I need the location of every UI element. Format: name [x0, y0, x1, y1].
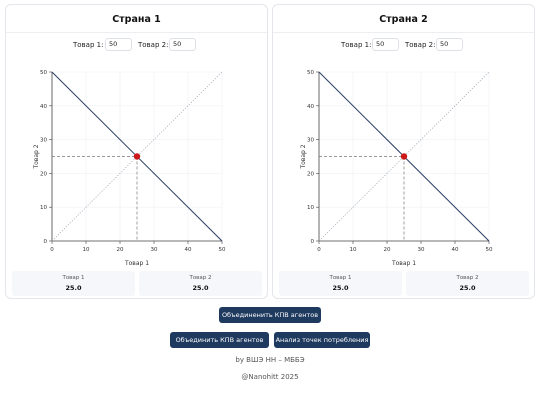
- good-1-label: Товар 1:: [73, 41, 104, 49]
- diagonal-guide-line: [318, 71, 490, 242]
- country-2-panel: Страна 2 Товар 1: 50 Товар 2: 50 0 10 20 30…: [272, 4, 535, 299]
- combine-ppf-top-button[interactable]: Объединенить КПВ агентов: [219, 307, 321, 323]
- result-label: Товар 2: [189, 275, 212, 281]
- x-tick-label: 30: [418, 247, 425, 253]
- country-2-result-good-1: Товар 1 25.0: [279, 271, 402, 296]
- x-tick-label: 30: [151, 247, 158, 253]
- divider: [6, 32, 267, 33]
- x-tick-label: 0: [317, 247, 321, 253]
- good-2-label: Товар 2:: [405, 41, 436, 49]
- y-tick-label: 0: [44, 239, 48, 245]
- y-tick-label: 10: [40, 205, 47, 211]
- x-tick-label: 10: [83, 247, 90, 253]
- y-tick-label: 50: [307, 70, 314, 76]
- good-2-label: Товар 2:: [138, 41, 169, 49]
- footer-credit: by ВШЭ НН – МББЭ: [235, 356, 305, 364]
- result-label: Товар 1: [62, 275, 85, 281]
- result-label: Товар 2: [456, 275, 479, 281]
- y-tick-label: 20: [40, 171, 47, 177]
- country-1-result-good-1: Товар 1 25.0: [12, 271, 135, 296]
- x-tick-label: 50: [219, 247, 226, 253]
- country-2-inputs: Товар 1: 50 Товар 2: 50: [273, 38, 534, 52]
- country-2-title: Страна 2: [379, 14, 428, 25]
- y-tick-label: 10: [307, 205, 314, 211]
- good-1-input[interactable]: 50: [372, 38, 399, 51]
- x-tick-label: 20: [117, 247, 124, 253]
- good-1-label: Товар 1:: [341, 41, 372, 49]
- consumption-point: [133, 153, 141, 160]
- x-tick-label: 50: [486, 247, 493, 253]
- consumption-point: [400, 153, 408, 160]
- diagonal-guide-line: [51, 71, 223, 242]
- x-tick-label: 20: [384, 247, 391, 253]
- country-1-ppf-chart: 0 10 20 30 40 50 0 10 20 30 40 50 Товар 1 Товар 2: [33, 70, 226, 267]
- result-label: Товар 1: [329, 275, 352, 281]
- x-tick-label: 40: [185, 247, 192, 253]
- y-tick-label: 30: [40, 138, 47, 144]
- y-axis-label: Товар 2: [33, 144, 40, 169]
- y-tick-label: 30: [307, 138, 314, 144]
- consumption-analysis-button[interactable]: Анализ точек потребления: [274, 332, 370, 348]
- y-tick-label: 40: [307, 104, 314, 110]
- x-axis-label: Товар 1: [124, 260, 149, 267]
- country-1-panel: Страна 1 Товар 1: 50 Товар 2: 50 0 10 20 30…: [5, 4, 268, 299]
- y-tick-label: 20: [307, 171, 314, 177]
- footer-copyright: @Nanohitt 2025: [241, 373, 299, 381]
- result-value: 25.0: [65, 284, 82, 292]
- combine-ppf-button[interactable]: Объединить КПВ агентов: [170, 332, 269, 348]
- country-2-ppf-chart: 0 10 20 30 40 50 0 10 20 30 40 50 Товар 1 Товар 2: [300, 70, 493, 267]
- y-axis-label: Товар 2: [300, 144, 307, 169]
- y-tick-label: 0: [311, 239, 315, 245]
- country-1-title: Страна 1: [112, 14, 161, 25]
- good-2-input[interactable]: 50: [436, 38, 463, 51]
- good-2-input[interactable]: 50: [169, 38, 196, 51]
- x-tick-label: 40: [452, 247, 459, 253]
- divider: [273, 32, 534, 33]
- y-tick-label: 40: [40, 104, 47, 110]
- result-value: 25.0: [332, 284, 349, 292]
- good-1-input[interactable]: 50: [105, 38, 132, 51]
- country-1-result-good-2: Товар 2 25.0: [139, 271, 262, 296]
- x-tick-label: 10: [350, 247, 357, 253]
- result-value: 25.0: [192, 284, 209, 292]
- x-axis-label: Товар 1: [391, 260, 416, 267]
- y-tick-label: 50: [40, 70, 47, 76]
- result-value: 25.0: [459, 284, 476, 292]
- country-1-inputs: Товар 1: 50 Товар 2: 50: [6, 38, 267, 52]
- country-2-result-good-2: Товар 2 25.0: [406, 271, 529, 296]
- x-tick-label: 0: [50, 247, 54, 253]
